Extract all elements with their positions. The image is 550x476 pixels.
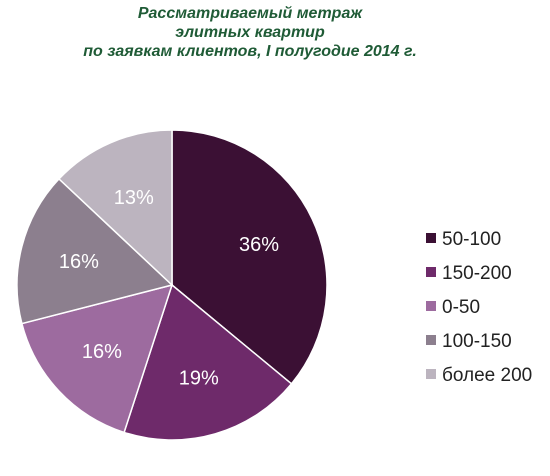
legend-label-1: 150-200 — [442, 263, 512, 284]
pie-slice-4 — [57, 129, 173, 287]
chart-legend: 50-100 150-200 0-50 100-150 более 200 — [426, 229, 532, 386]
chart-title-line-3: по заявкам клиентов, I полугодие 2014 г. — [83, 43, 417, 60]
chart-title-line-2: элитных квартир — [175, 24, 325, 41]
chart-title-line-1: Рассматриваемый метраж — [137, 5, 363, 22]
legend-swatch-3 — [426, 335, 436, 345]
pie-slice-1 — [123, 283, 293, 441]
legend-label-0: 50-100 — [442, 229, 501, 250]
pie-slice-3 — [16, 177, 174, 325]
pie-slice-0 — [171, 129, 328, 385]
legend-swatch-0 — [426, 233, 436, 243]
pie-slice-label-1: 19% — [179, 367, 219, 389]
legend-swatch-1 — [426, 267, 436, 277]
legend-label-2: 0-50 — [442, 297, 480, 318]
legend-label-4: более 200 — [442, 365, 532, 386]
chart-title: Рассматриваемый метраж элитных квартир п… — [0, 4, 500, 61]
legend-swatch-4 — [426, 369, 436, 379]
pie-slices — [16, 129, 328, 441]
pie-slice-label-2: 16% — [82, 341, 122, 363]
pie-slice-labels: 36% 19% 16% 16% 13% — [59, 187, 279, 389]
pie-slice-label-0: 36% — [239, 234, 279, 256]
pie-slice-label-3: 16% — [59, 251, 99, 273]
pie-slice-label-4: 13% — [114, 187, 154, 209]
pie-slice-2 — [20, 283, 174, 434]
legend-swatch-2 — [426, 301, 436, 311]
legend-label-3: 100-150 — [442, 331, 512, 352]
